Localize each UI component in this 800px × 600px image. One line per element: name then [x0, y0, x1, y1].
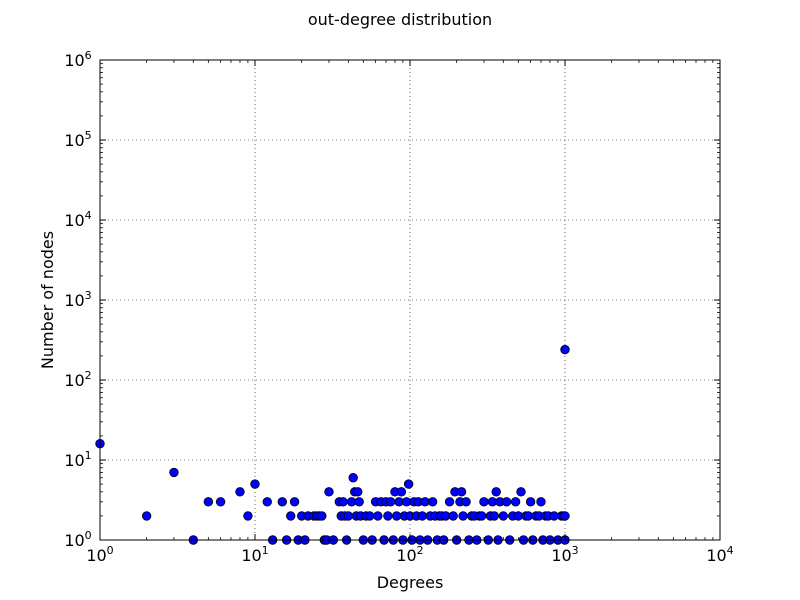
data-point — [343, 511, 354, 521]
data-point — [448, 511, 458, 521]
x-tick-label: 102 — [396, 544, 423, 565]
data-point — [169, 467, 179, 478]
data-point — [516, 487, 526, 497]
data-point — [417, 511, 427, 521]
data-point — [338, 497, 348, 507]
data-point — [536, 497, 546, 507]
data-point — [383, 511, 393, 521]
data-point — [348, 473, 358, 483]
data-point — [235, 487, 245, 497]
data-point — [353, 487, 363, 497]
data-point — [403, 479, 414, 489]
y-tick-label: 106 — [64, 49, 91, 70]
x-axis-label: Degrees — [377, 573, 444, 592]
data-points — [95, 344, 570, 545]
data-point — [458, 511, 468, 521]
data-point — [354, 497, 364, 507]
y-tick-label: 101 — [64, 449, 91, 470]
data-point — [286, 511, 296, 521]
y-tick-label: 102 — [64, 369, 91, 390]
x-axis-ticks: 100 101 102 103 104 — [86, 60, 734, 565]
data-point — [317, 511, 327, 521]
data-point — [476, 511, 487, 521]
data-point — [560, 344, 570, 355]
y-tick-label: 100 — [64, 529, 91, 550]
x-tick-label: 103 — [551, 544, 578, 565]
data-point — [385, 497, 396, 507]
data-point — [491, 487, 501, 497]
data-point — [365, 511, 375, 521]
data-point — [324, 487, 334, 497]
data-point — [501, 497, 512, 507]
y-tick-label: 103 — [64, 289, 91, 310]
data-point — [479, 497, 489, 507]
data-point — [289, 497, 300, 507]
y-tick-label: 104 — [64, 209, 91, 230]
data-point — [277, 497, 287, 507]
data-point — [525, 497, 536, 507]
data-point — [373, 511, 383, 521]
x-tick-label: 100 — [86, 544, 113, 565]
y-axis-ticks: 100 101 102 103 104 105 106 — [64, 49, 720, 550]
y-tick-label: 105 — [64, 129, 91, 150]
data-point — [444, 497, 455, 507]
data-point — [427, 497, 438, 507]
data-point — [243, 511, 253, 521]
x-tick-label: 101 — [241, 544, 268, 565]
data-point — [262, 497, 272, 507]
data-point — [391, 511, 402, 521]
data-point — [498, 511, 509, 521]
data-point — [215, 497, 226, 507]
data-point — [510, 497, 521, 507]
grid — [100, 60, 720, 540]
data-point — [560, 511, 570, 521]
y-axis-label: Number of nodes — [38, 231, 57, 369]
data-point — [203, 497, 214, 507]
data-point — [489, 511, 500, 521]
chart-title: out-degree distribution — [308, 10, 492, 29]
x-tick-label: 104 — [706, 544, 733, 565]
data-point — [396, 487, 407, 497]
data-point — [461, 497, 471, 507]
data-point — [141, 511, 152, 521]
data-point — [456, 487, 467, 497]
data-point — [250, 479, 260, 489]
